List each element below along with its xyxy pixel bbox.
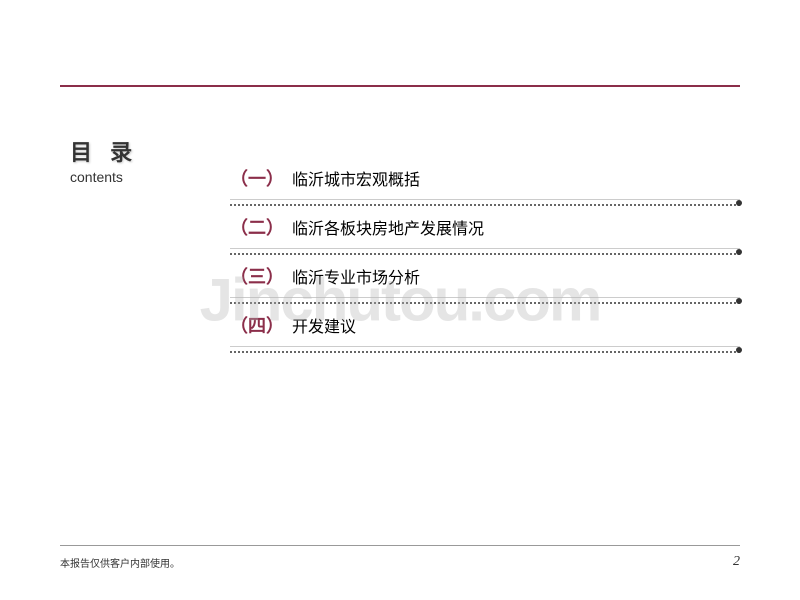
title-block: 目 录 contents (70, 135, 138, 185)
footer: 本报告仅供客户内部使用。 2 (60, 545, 740, 570)
toc-number: （四） (230, 312, 284, 338)
toc-item: （一） 临沂城市宏观概括 (230, 165, 740, 206)
toc-underline (230, 199, 740, 200)
dot-icon (736, 347, 742, 353)
toc-dotted-line (230, 204, 740, 206)
toc-dotted-line (230, 253, 740, 255)
footer-text: 本报告仅供客户内部使用。 (60, 555, 180, 570)
toc-text: 开发建议 (292, 313, 356, 337)
title-english: contents (70, 169, 138, 185)
toc-underline (230, 346, 740, 347)
toc-number: （二） (230, 214, 284, 240)
toc-dotted-line (230, 351, 740, 353)
page-number: 2 (733, 554, 740, 570)
toc-number: （一） (230, 165, 284, 191)
toc-dotted-line (230, 302, 740, 304)
toc-list: （一） 临沂城市宏观概括 （二） 临沂各板块房地产发展情况 （三） 临沂专业市场… (230, 165, 740, 361)
toc-underline (230, 248, 740, 249)
toc-text: 临沂专业市场分析 (292, 264, 420, 288)
dot-icon (736, 298, 742, 304)
dot-icon (736, 200, 742, 206)
title-chinese: 目 录 (70, 135, 138, 167)
toc-number: （三） (230, 263, 284, 289)
header-divider (60, 85, 740, 87)
toc-text: 临沂城市宏观概括 (292, 166, 420, 190)
dot-icon (736, 249, 742, 255)
toc-item: （四） 开发建议 (230, 312, 740, 353)
toc-item: （三） 临沂专业市场分析 (230, 263, 740, 304)
toc-item: （二） 临沂各板块房地产发展情况 (230, 214, 740, 255)
toc-underline (230, 297, 740, 298)
toc-text: 临沂各板块房地产发展情况 (292, 215, 484, 239)
